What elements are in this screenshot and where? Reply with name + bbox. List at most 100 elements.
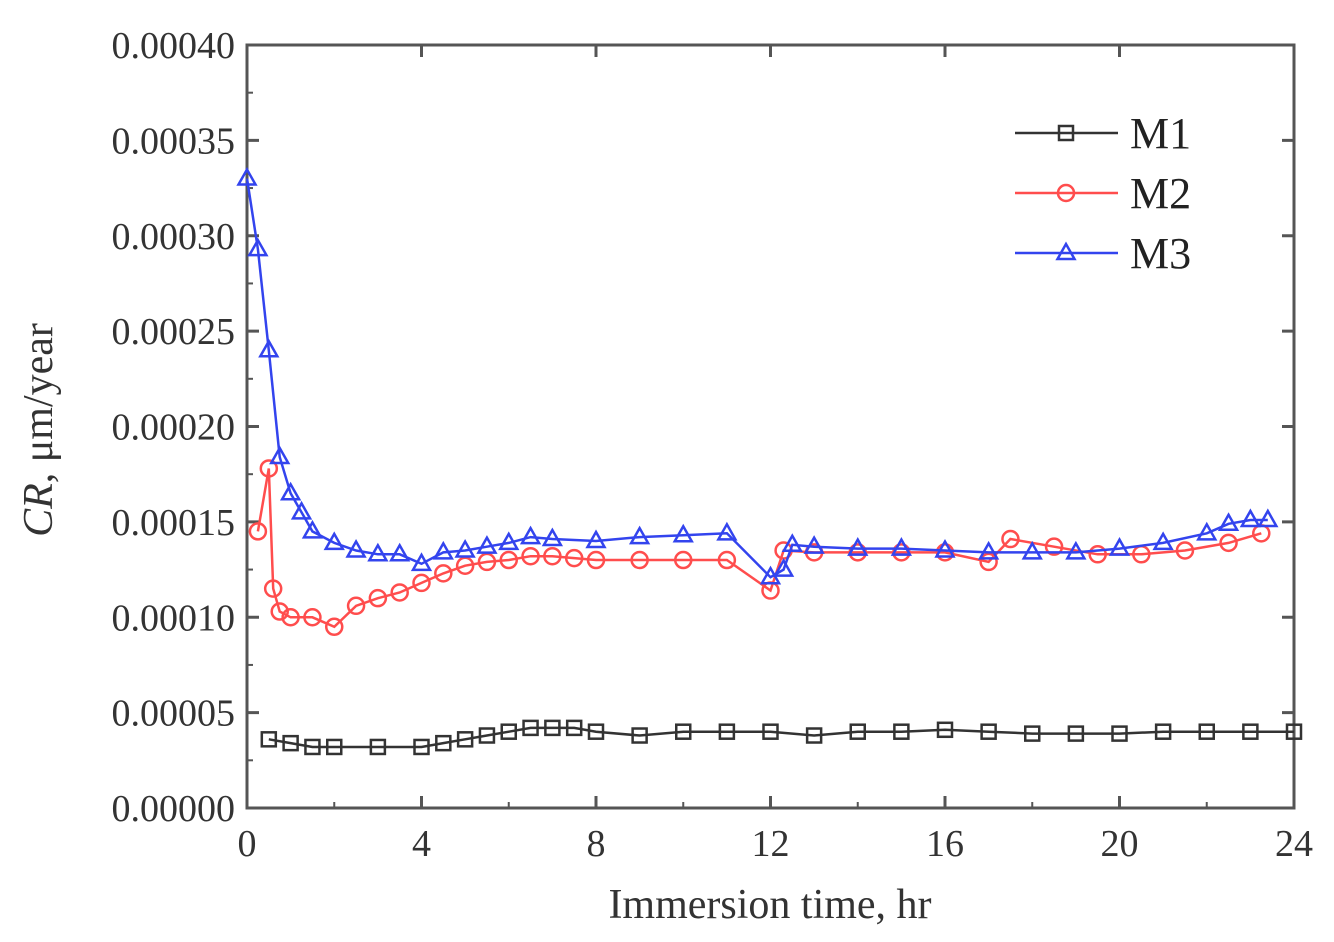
- series-m2-point: [521, 546, 540, 566]
- series-m2-point: [586, 550, 606, 570]
- series-m2-point: [499, 550, 518, 570]
- series-m1-point: [304, 738, 321, 756]
- series-m3: [236, 166, 1279, 585]
- series-m1-point: [762, 723, 779, 740]
- y-tick-label: 0.00030: [112, 216, 236, 258]
- series-m2-point: [412, 573, 431, 593]
- series-m3-point: [247, 237, 269, 257]
- series-m3-point: [803, 535, 825, 554]
- series-m3-point: [454, 538, 476, 558]
- series-m1-point: [565, 719, 583, 737]
- series-m1-point: [1242, 723, 1259, 740]
- x-tick-label: 0: [238, 823, 257, 865]
- series-m3-point: [476, 535, 498, 554]
- series-m2-point: [543, 546, 562, 566]
- series-m3-point: [389, 542, 411, 562]
- series-m2-point: [1088, 545, 1107, 564]
- series-m3-point: [1152, 531, 1174, 551]
- series-m2-point: [390, 583, 409, 602]
- series-m3-point: [772, 558, 795, 577]
- series-m3-point: [541, 527, 564, 547]
- series-m2-point: [434, 564, 453, 583]
- series-m2-point: [935, 543, 955, 562]
- series-m3-point: [1239, 508, 1262, 528]
- x-tick-label: 20: [1101, 823, 1139, 865]
- series-m2-point: [1175, 541, 1195, 560]
- series-m2-point: [303, 608, 322, 627]
- y-axis-title: CR, μm/year: [16, 323, 62, 537]
- series-m3-point: [236, 166, 258, 186]
- x-tick-label: 4: [412, 823, 431, 865]
- series-m1-point: [587, 723, 605, 740]
- series-m3-point: [781, 533, 803, 553]
- series-m3-point: [934, 538, 956, 558]
- series-m1-point: [326, 738, 343, 756]
- series-m2-point: [630, 550, 649, 570]
- series-m3-point: [279, 481, 302, 501]
- series-m1-point: [1111, 725, 1128, 742]
- series-m2-point: [1044, 537, 1064, 556]
- series-m1-point: [282, 734, 299, 752]
- series-m3-point: [410, 552, 433, 572]
- series-m1-point: [260, 731, 278, 748]
- y-tick-label: 0.00010: [112, 597, 236, 639]
- series-m2-point: [455, 556, 475, 575]
- y-tick-label: 0.00020: [112, 407, 236, 449]
- legend-marker-m3: [1055, 241, 1077, 261]
- series-m3-point: [1196, 521, 1218, 541]
- series-m1-point: [478, 727, 496, 744]
- series-m1-point: [631, 727, 648, 744]
- plot-frame: [245, 43, 1296, 810]
- series-m3-line: [245, 178, 1268, 579]
- y-tick-label: 0.00040: [112, 25, 236, 67]
- y-tick-label: 0.00025: [112, 311, 236, 353]
- series-m2-line: [256, 468, 1262, 629]
- y-axis-title-italic: CR: [16, 483, 62, 537]
- x-tick-label: 12: [752, 823, 790, 865]
- series-m2-point: [368, 588, 388, 608]
- y-tick-label: 0.00005: [112, 693, 236, 735]
- series-m1-point: [1024, 725, 1041, 742]
- series-m1-point: [1154, 723, 1172, 740]
- series-m3-point: [1108, 537, 1131, 556]
- series-m3-point: [519, 525, 542, 545]
- x-tick-label: 16: [926, 823, 964, 865]
- series-m3-point: [323, 531, 345, 551]
- legend: M1 M2 M3: [1015, 109, 1191, 278]
- series-m1-point: [369, 738, 387, 756]
- legend-label-m2: M2: [1130, 169, 1191, 218]
- series-m1-line: [268, 726, 1294, 749]
- y-tick-label: 0.00015: [112, 502, 236, 544]
- series-m3-point: [977, 540, 1000, 560]
- series-m1-point: [718, 723, 736, 740]
- series-m3-point: [301, 519, 324, 539]
- series-m1-point: [522, 719, 539, 737]
- series-m3-point: [585, 529, 607, 549]
- series-m3-point: [1065, 540, 1087, 560]
- series-m3-point: [847, 537, 869, 556]
- series-m2-point: [325, 617, 344, 637]
- series-m2-point: [346, 596, 366, 616]
- series-m1-point: [849, 723, 866, 740]
- series-m2-point: [979, 552, 998, 572]
- series-m3-point: [498, 531, 520, 551]
- series-m2-point: [477, 552, 497, 572]
- series-m3-point: [290, 500, 313, 520]
- series-m1: [260, 719, 1303, 756]
- series-m2-point: [717, 550, 737, 570]
- series-m1-point: [893, 723, 910, 740]
- series-m1-point: [500, 723, 517, 740]
- series-m2-point: [270, 602, 289, 621]
- series-m2-point: [281, 608, 300, 627]
- x-tick-label: 8: [587, 823, 606, 865]
- series-layer: [236, 166, 1303, 756]
- series-m3-point: [672, 523, 694, 543]
- series-m1-point: [544, 719, 561, 737]
- series-m1-point: [980, 723, 997, 740]
- series-m1-point: [413, 738, 430, 756]
- series-m3-point: [269, 445, 291, 465]
- series-m1-point: [805, 727, 823, 744]
- series-m2-point: [1219, 533, 1238, 553]
- series-m1-point: [675, 723, 692, 740]
